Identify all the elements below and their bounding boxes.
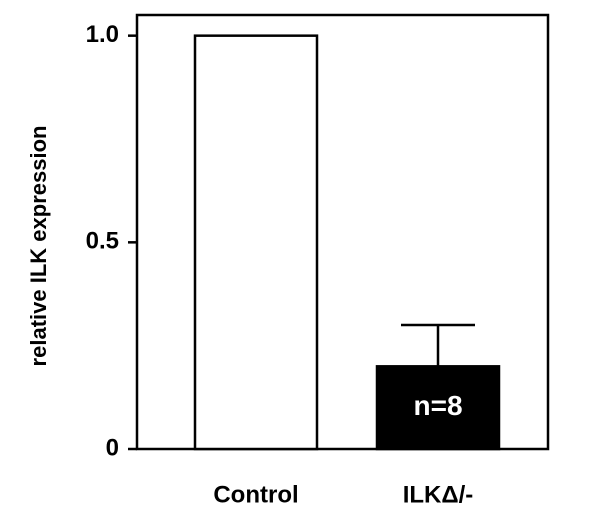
x-tick-label: ILKΔ/- [403,481,474,508]
y-tick-label: 0.5 [86,228,119,255]
bar [375,365,501,451]
bar-annotation: n=8 [413,390,462,421]
bar [193,34,319,451]
x-tick-label: Control [213,481,298,508]
plot-frame [135,13,550,451]
y-tick-label: 0 [106,434,119,461]
y-tick-label: 1.0 [86,21,119,48]
y-axis-label: relative ILK expression [26,126,51,367]
